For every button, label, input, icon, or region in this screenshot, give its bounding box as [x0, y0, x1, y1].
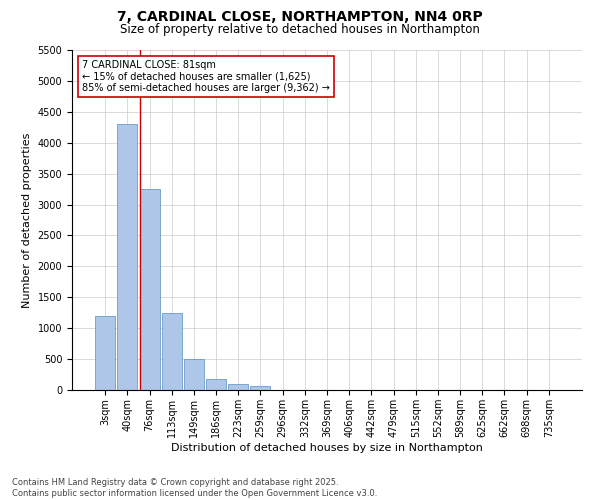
Bar — [118, 124, 137, 390]
Text: 7, CARDINAL CLOSE, NORTHAMPTON, NN4 0RP: 7, CARDINAL CLOSE, NORTHAMPTON, NN4 0RP — [117, 10, 483, 24]
Bar — [228, 384, 248, 390]
Bar — [162, 312, 182, 390]
Bar — [140, 189, 160, 390]
Text: 7 CARDINAL CLOSE: 81sqm
← 15% of detached houses are smaller (1,625)
85% of semi: 7 CARDINAL CLOSE: 81sqm ← 15% of detache… — [82, 60, 330, 94]
Text: Contains HM Land Registry data © Crown copyright and database right 2025.
Contai: Contains HM Land Registry data © Crown c… — [12, 478, 377, 498]
Y-axis label: Number of detached properties: Number of detached properties — [22, 132, 32, 308]
Bar — [206, 379, 226, 390]
Text: Size of property relative to detached houses in Northampton: Size of property relative to detached ho… — [120, 22, 480, 36]
Bar — [95, 316, 115, 390]
X-axis label: Distribution of detached houses by size in Northampton: Distribution of detached houses by size … — [171, 442, 483, 452]
Bar — [250, 386, 271, 390]
Bar — [184, 359, 204, 390]
